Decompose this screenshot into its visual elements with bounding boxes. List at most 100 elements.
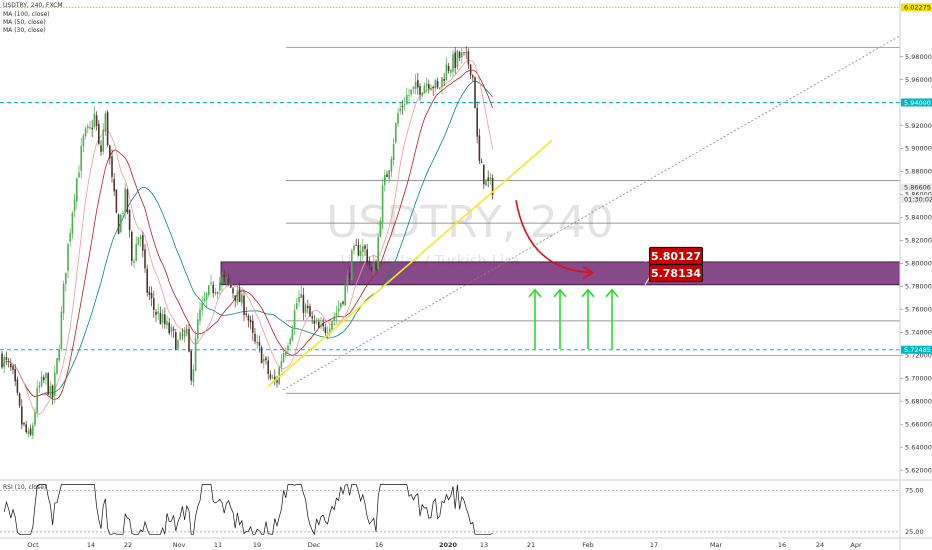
price-label: 6.02275: [904, 4, 931, 12]
price-label-box: [901, 183, 932, 192]
candle-body: [478, 135, 481, 161]
price-label: 01:30:02: [904, 195, 932, 203]
candle-body: [263, 359, 265, 362]
ma30-label: MA (30, close): [3, 27, 46, 34]
candle-body: [135, 244, 137, 261]
candle-body: [285, 350, 287, 355]
candle-body: [225, 278, 228, 280]
candle-body: [168, 322, 170, 334]
green-arrow-head: [581, 288, 595, 298]
candle-body: [148, 291, 151, 295]
candle-body: [95, 115, 98, 127]
ma100-label: MA (100, close): [3, 11, 50, 18]
candle-body: [179, 332, 181, 340]
candle-body: [276, 380, 278, 383]
candle-body: [166, 321, 168, 326]
candle-body: [29, 428, 32, 435]
candle-body: [245, 313, 247, 315]
candle-body: [485, 179, 487, 186]
candle-body: [216, 291, 219, 295]
candle-body: [18, 393, 21, 406]
price-tick-label: 5.74000: [905, 329, 932, 337]
time-tick-label: Mar: [710, 541, 723, 549]
price-tick-label: 5.98000: [905, 53, 932, 61]
candle-body: [43, 377, 45, 380]
ma50-label: MA (50, close): [3, 19, 46, 26]
candle-body: [1, 353, 3, 368]
candle-body: [313, 320, 316, 324]
candle-body: [421, 92, 423, 96]
candle-body: [54, 372, 56, 396]
price-tick-label: 5.92000: [905, 122, 932, 130]
candle-body: [483, 164, 485, 185]
candle-body: [335, 312, 338, 316]
candle-body: [45, 372, 47, 379]
candle-body: [12, 365, 14, 370]
candle-body: [155, 311, 157, 315]
candle-body: [40, 376, 43, 386]
candle-body: [102, 129, 104, 152]
candle-body: [377, 237, 379, 269]
candle-body: [425, 83, 428, 87]
candle-body: [199, 309, 201, 322]
candles-layer: [1, 46, 494, 440]
candle-body: [324, 327, 327, 334]
candle-body: [172, 328, 175, 331]
candle-body: [62, 283, 65, 314]
candle-body: [399, 108, 401, 112]
candle-body: [71, 212, 74, 235]
candle-body: [201, 302, 203, 310]
candle-body: [150, 293, 153, 299]
annotation-label: 5.78134: [651, 267, 701, 280]
candle-body: [34, 412, 36, 426]
candle-body: [267, 360, 269, 374]
candle-body: [21, 406, 23, 425]
price-label-box: [901, 345, 932, 354]
candle-body: [287, 345, 289, 351]
candle-body: [111, 156, 113, 177]
candle-body: [87, 126, 89, 129]
candle-body: [164, 314, 166, 325]
candle-body: [388, 170, 390, 179]
candle-body: [326, 332, 329, 334]
candle-body: [109, 145, 111, 159]
candle-body: [234, 295, 236, 301]
candle-body: [289, 338, 291, 345]
candle-body: [304, 304, 307, 313]
candle-body: [126, 189, 129, 213]
candle-body: [419, 86, 421, 95]
candle-body: [93, 113, 96, 128]
candle-body: [159, 312, 162, 324]
candle-body: [362, 246, 364, 253]
candle-body: [293, 310, 296, 329]
candle-body: [203, 298, 206, 301]
dotted-trendline: [282, 35, 901, 391]
candle-body: [458, 51, 461, 58]
candle-body: [124, 188, 126, 214]
candle-body: [364, 245, 366, 249]
candle-body: [80, 145, 82, 171]
candle-body: [212, 284, 214, 294]
rsi-tick-label: 75.00: [905, 487, 924, 495]
candle-body: [395, 123, 397, 143]
ma100-line: [1, 80, 493, 398]
candle-body: [265, 357, 267, 361]
price-tick-label: 5.70000: [905, 375, 932, 383]
candle-body: [397, 113, 399, 124]
candle-body: [447, 65, 450, 71]
candle-body: [309, 306, 311, 317]
price-tick-label: 5.78000: [905, 283, 932, 291]
candle-body: [137, 237, 140, 246]
candle-body: [5, 356, 8, 360]
candle-body: [223, 274, 225, 278]
candle-body: [408, 94, 410, 96]
candle-body: [271, 377, 274, 378]
candle-body: [208, 285, 210, 295]
price-tick-label: 5.80000: [905, 260, 932, 268]
time-tick-label: Oct: [27, 541, 39, 549]
candle-body: [122, 212, 124, 215]
price-tick-label: 5.68000: [905, 398, 932, 406]
time-tick-label: 21: [527, 541, 535, 549]
candle-body: [454, 52, 456, 68]
